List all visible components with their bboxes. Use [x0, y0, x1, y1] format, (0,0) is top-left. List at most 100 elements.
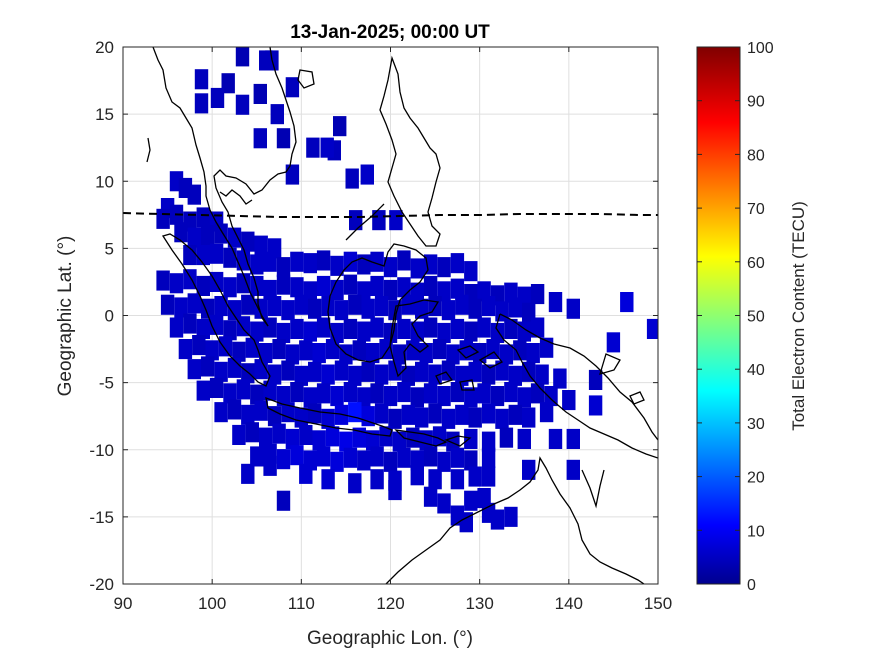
y-tick-label: 5 — [105, 239, 114, 258]
tec-cell — [343, 382, 358, 403]
tec-cell — [320, 137, 334, 158]
y-tick-label: -20 — [89, 575, 114, 594]
tec-cell — [397, 382, 411, 403]
x-tick-label: 150 — [644, 594, 672, 613]
tec-cell — [490, 386, 505, 407]
tec-cell — [236, 316, 251, 337]
tec-cell — [250, 384, 264, 405]
tec-cell — [383, 257, 398, 278]
tec-cell — [374, 364, 389, 385]
tec-cell — [357, 254, 371, 275]
tec-cell — [432, 339, 447, 360]
tec-cell — [361, 361, 375, 382]
tec-cell — [499, 427, 514, 448]
tec-cell — [513, 340, 527, 361]
tec-cell — [410, 387, 424, 408]
tec-cell — [290, 277, 304, 298]
tec-cell — [194, 93, 209, 114]
tec-cell — [253, 128, 267, 149]
tec-cell — [508, 365, 522, 386]
tec-cell — [464, 387, 478, 408]
colorbar-tick-label: 90 — [747, 94, 765, 111]
tec-cell — [270, 104, 284, 125]
x-axis: 90 100 110 120 130 140 150 — [114, 47, 672, 613]
tec-cell — [263, 279, 277, 300]
tec-cell — [352, 340, 366, 361]
tec-cell — [588, 369, 603, 390]
tec-cell — [254, 359, 268, 380]
tec-cell — [160, 294, 175, 315]
tec-cell — [245, 422, 259, 443]
tec-cell — [235, 94, 250, 115]
tec-cell — [156, 270, 170, 291]
tec-cell — [530, 317, 545, 338]
tec-cell — [468, 407, 482, 428]
tec-cell — [495, 408, 509, 429]
tec-cell — [588, 395, 603, 416]
tec-cell — [325, 426, 340, 447]
y-tick-label: 15 — [95, 105, 114, 124]
tec-cell — [187, 184, 201, 205]
tec-cell — [450, 278, 465, 299]
tec-cell — [183, 313, 197, 334]
tec-cell — [308, 298, 322, 319]
tec-cell — [566, 459, 580, 480]
tec-cell — [339, 431, 353, 452]
tec-cell — [303, 253, 317, 274]
y-tick-label: -5 — [99, 374, 114, 393]
tec-cell — [437, 386, 451, 407]
tec-cell — [316, 383, 331, 404]
tec-cell — [330, 451, 344, 472]
tec-cell — [281, 360, 295, 381]
tec-cell — [508, 404, 522, 425]
tec-cell — [374, 403, 389, 424]
tec-cell — [389, 210, 403, 231]
tec-cell — [372, 210, 386, 231]
tec-cell — [223, 320, 237, 341]
tec-cell — [370, 251, 384, 272]
tec-cell — [348, 294, 362, 315]
tec-cell — [504, 382, 518, 403]
y-tick-label: -15 — [89, 508, 114, 527]
tec-cell — [330, 386, 344, 407]
y-tick-label: -10 — [89, 441, 114, 460]
tec-cell — [388, 480, 402, 501]
tec-cell — [495, 360, 509, 381]
tec-cell — [254, 400, 268, 421]
colorbar-tick-label: 80 — [747, 147, 765, 164]
y-tick-label: 20 — [95, 38, 114, 57]
tec-cell — [437, 257, 451, 278]
tec-cell — [223, 383, 237, 404]
tec-cell — [308, 403, 322, 424]
tec-cell — [187, 227, 201, 248]
tec-cell — [272, 423, 286, 444]
x-tick-label: 130 — [465, 594, 493, 613]
tec-cell — [285, 164, 300, 185]
tec-cell — [196, 318, 210, 339]
tec-cell — [544, 386, 558, 407]
colorbar-tick-label: 10 — [747, 523, 765, 540]
tec-cell — [504, 506, 518, 527]
y-axis: -20 -15 -10 -5 0 5 10 15 20 — [89, 38, 658, 594]
tec-cell — [349, 210, 363, 231]
tec-cell — [196, 275, 210, 296]
tec-cell — [263, 455, 277, 476]
tec-cell — [481, 447, 496, 468]
tec-cell — [348, 365, 362, 386]
tec-cell — [361, 406, 375, 427]
tec-cell — [348, 402, 362, 423]
tec-cell — [272, 339, 286, 360]
tec-cell — [218, 336, 233, 357]
tec-cell — [450, 447, 465, 468]
tec-cell — [223, 277, 237, 298]
tec-cell — [415, 407, 429, 428]
tec-cell — [361, 298, 375, 319]
tec-cell — [250, 254, 264, 275]
tec-cell — [517, 428, 531, 449]
tec-cell — [441, 408, 456, 429]
tec-cell — [276, 449, 291, 470]
tec-cell — [236, 250, 251, 271]
tec-cell — [499, 344, 514, 365]
tec-cell — [423, 254, 438, 275]
x-tick-label: 90 — [114, 594, 133, 613]
